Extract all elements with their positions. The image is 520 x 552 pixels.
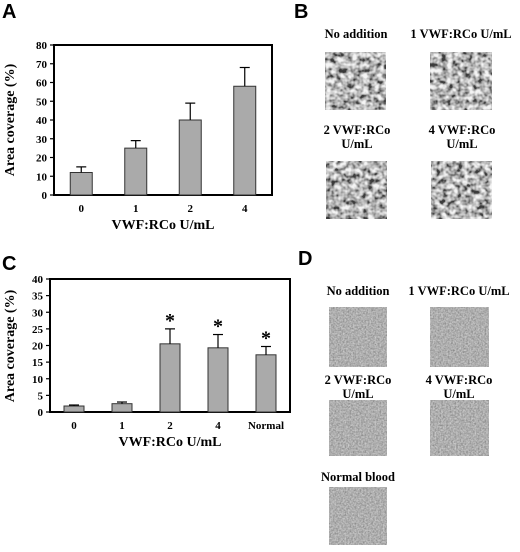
y-tick-label: 10 [32,374,44,386]
y-tick-label: 30 [32,307,44,319]
y-tick-label: 35 [32,291,44,303]
panel-letter-a: A [2,1,16,23]
image-label: 2 VWF:RCo [324,123,391,137]
d-1-vwf-cell: 1 VWF:RCo U/mL [408,284,510,367]
y-tick-label: 10 [36,171,48,183]
x-tick-label: 0 [79,203,85,215]
bar [233,85,257,196]
image-label: No addition [325,27,388,41]
bar [178,119,202,196]
b-no-addition-micrograph [325,52,386,110]
chart-a-marks: 0 10 20 30 40 50 60 70 80 0 1 2 4 [36,40,257,215]
x-tick-label: 4 [242,203,248,215]
image-label: Normal blood [321,470,395,484]
d-4-vwf-micrograph [430,400,489,456]
b-no-addition-cell: No addition [325,27,388,110]
chart-a-ylabel: Area coverage (%) [3,63,18,176]
image-label: U/mL [342,387,373,401]
b-1-vwf-cell: 1 VWF:RCo U/mL [410,27,512,110]
y-tick-label: 20 [32,341,44,353]
bar [255,354,277,413]
y-tick-label: 25 [32,324,44,336]
d-normal-blood-micrograph [329,487,387,545]
panel-d-images: No addition 1 VWF:RCo U/mL2 VWF:RCoU/mL4 … [321,284,510,545]
image-label: 2 VWF:RCo [325,373,392,387]
chart-c-ylabel: Area coverage (%) [3,289,18,402]
d-1-vwf-micrograph [430,307,489,367]
x-tick-label: 0 [71,420,77,432]
bar [111,403,133,413]
b-4-vwf-micrograph [431,161,492,219]
panel-letter-d: D [298,248,312,270]
y-tick-label: 15 [32,357,44,369]
x-tick-label: 2 [188,203,194,215]
y-tick-label: 40 [36,115,48,127]
x-tick-label: 4 [215,420,221,432]
chart-a-xlabel: VWF:RCo U/mL [111,218,214,233]
d-2-vwf-micrograph [329,400,387,456]
y-tick-label: 50 [36,96,48,108]
significance-marker: * [213,316,223,338]
x-tick-label: 1 [133,203,139,215]
significance-marker: * [165,310,175,332]
bar [207,347,229,413]
y-tick-label: 5 [38,390,44,402]
b-2-vwf-micrograph [326,161,387,219]
image-label: No addition [327,284,390,298]
y-tick-label: 70 [36,59,48,71]
significance-marker: * [261,327,271,349]
bar [124,147,148,196]
image-label: U/mL [446,137,477,151]
y-tick-label: 0 [38,407,44,419]
bar [159,343,181,413]
image-label: 1 VWF:RCo U/mL [408,284,509,298]
y-tick-label: 60 [36,78,48,90]
d-no-addition-micrograph [329,307,387,367]
x-tick-label: 2 [167,420,173,432]
chart-a: Area coverage (%) VWF:RCo U/mL 010203040… [3,40,273,233]
panel-b-images: No addition 1 VWF:RCo U/mL2 VWF:RCoU/mL4 … [324,27,512,219]
chart-c: Area coverage (%) VWF:RCo U/mL 051015202… [3,274,291,450]
chart-c-xlabel: VWF:RCo U/mL [118,435,221,450]
y-tick-label: 20 [36,153,48,165]
bar [69,172,93,196]
image-label: U/mL [443,387,474,401]
image-label: 4 VWF:RCo [426,373,493,387]
d-normal-blood-cell: Normal blood [321,470,395,545]
panel-letter-c: C [2,253,16,275]
y-tick-label: 0 [42,190,48,202]
x-tick-label: Normal [248,420,284,432]
panel-letter-b: B [294,1,308,23]
d-no-addition-cell: No addition [327,284,390,367]
b-1-vwf-micrograph [430,52,492,110]
chart-c-marks: 0 5 10 15 20 25 30 35 40 0 1 2 * 4 * Normal * [32,274,284,432]
y-tick-label: 40 [32,274,44,286]
y-tick-label: 30 [36,134,48,146]
y-tick-label: 80 [36,40,48,52]
bar [63,405,85,413]
x-tick-label: 1 [119,420,125,432]
image-label: 1 VWF:RCo U/mL [410,27,511,41]
image-label: U/mL [341,137,372,151]
image-label: 4 VWF:RCo [429,123,496,137]
